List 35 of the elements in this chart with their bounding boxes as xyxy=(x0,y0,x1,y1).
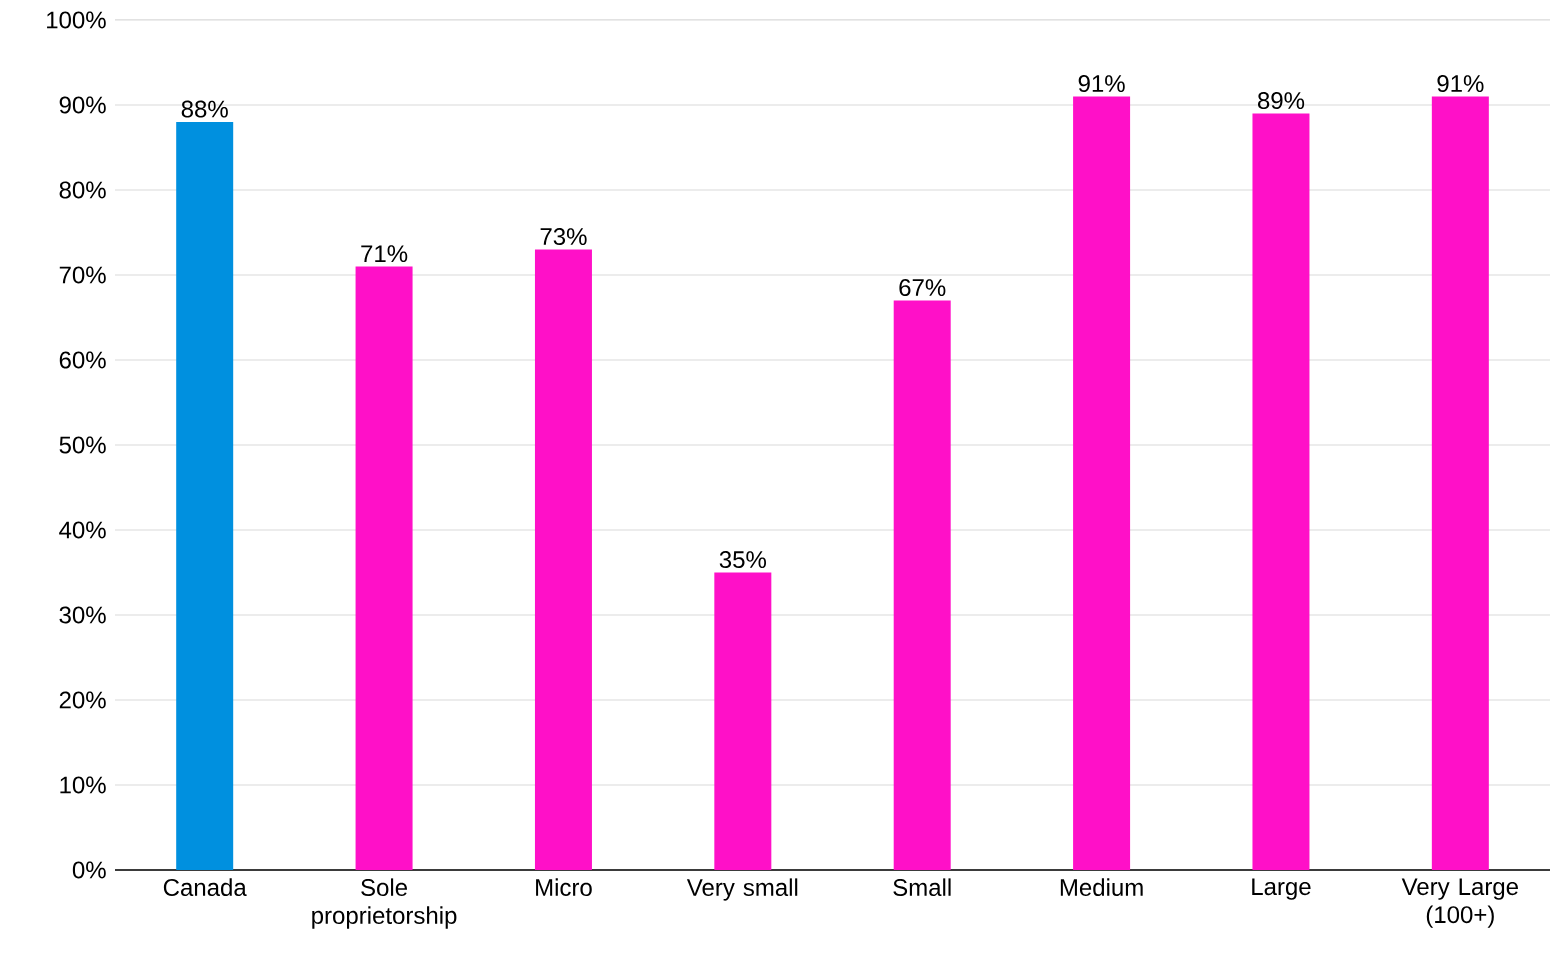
x-tick-label: Medium xyxy=(1060,878,1143,897)
y-tick-label: 90% xyxy=(59,96,106,114)
data-label: 91% xyxy=(1078,75,1125,93)
data-label: 71% xyxy=(361,245,408,263)
x-tick-label: Canada xyxy=(163,878,247,897)
bar xyxy=(534,249,592,870)
bar xyxy=(1252,113,1310,870)
x-tick-label: Large xyxy=(1252,878,1311,900)
y-tick-label: 20% xyxy=(59,691,106,709)
data-label: 88% xyxy=(181,100,228,118)
y-tick-label: 100% xyxy=(47,11,106,29)
x-tick-label: Very small xyxy=(686,878,798,901)
y-tick-label: 60% xyxy=(59,351,106,369)
bar xyxy=(893,300,951,870)
bar xyxy=(1431,96,1489,870)
data-label: 35% xyxy=(719,551,766,569)
bar xyxy=(1073,96,1131,870)
y-tick-label: 80% xyxy=(59,181,106,199)
bar xyxy=(355,266,413,870)
data-label: 91% xyxy=(1437,75,1484,93)
y-tick-label: 40% xyxy=(59,521,106,539)
y-tick-label: 50% xyxy=(59,436,106,454)
x-tick-label: Sole proprietorship xyxy=(312,878,457,929)
x-tick-label: Very Large (100+) xyxy=(1401,878,1518,928)
y-tick-label: 10% xyxy=(60,776,106,794)
data-label: 89% xyxy=(1257,92,1305,110)
data-label: 73% xyxy=(540,228,587,246)
y-tick-label: 30% xyxy=(59,606,106,624)
y-tick-label: 70% xyxy=(59,266,106,284)
data-label: 67% xyxy=(899,279,946,297)
x-tick-label: Small xyxy=(893,878,951,897)
bar xyxy=(714,572,772,870)
y-tick-label: 0% xyxy=(72,861,106,879)
x-tick-label: Micro xyxy=(536,878,592,897)
bar xyxy=(176,121,234,870)
